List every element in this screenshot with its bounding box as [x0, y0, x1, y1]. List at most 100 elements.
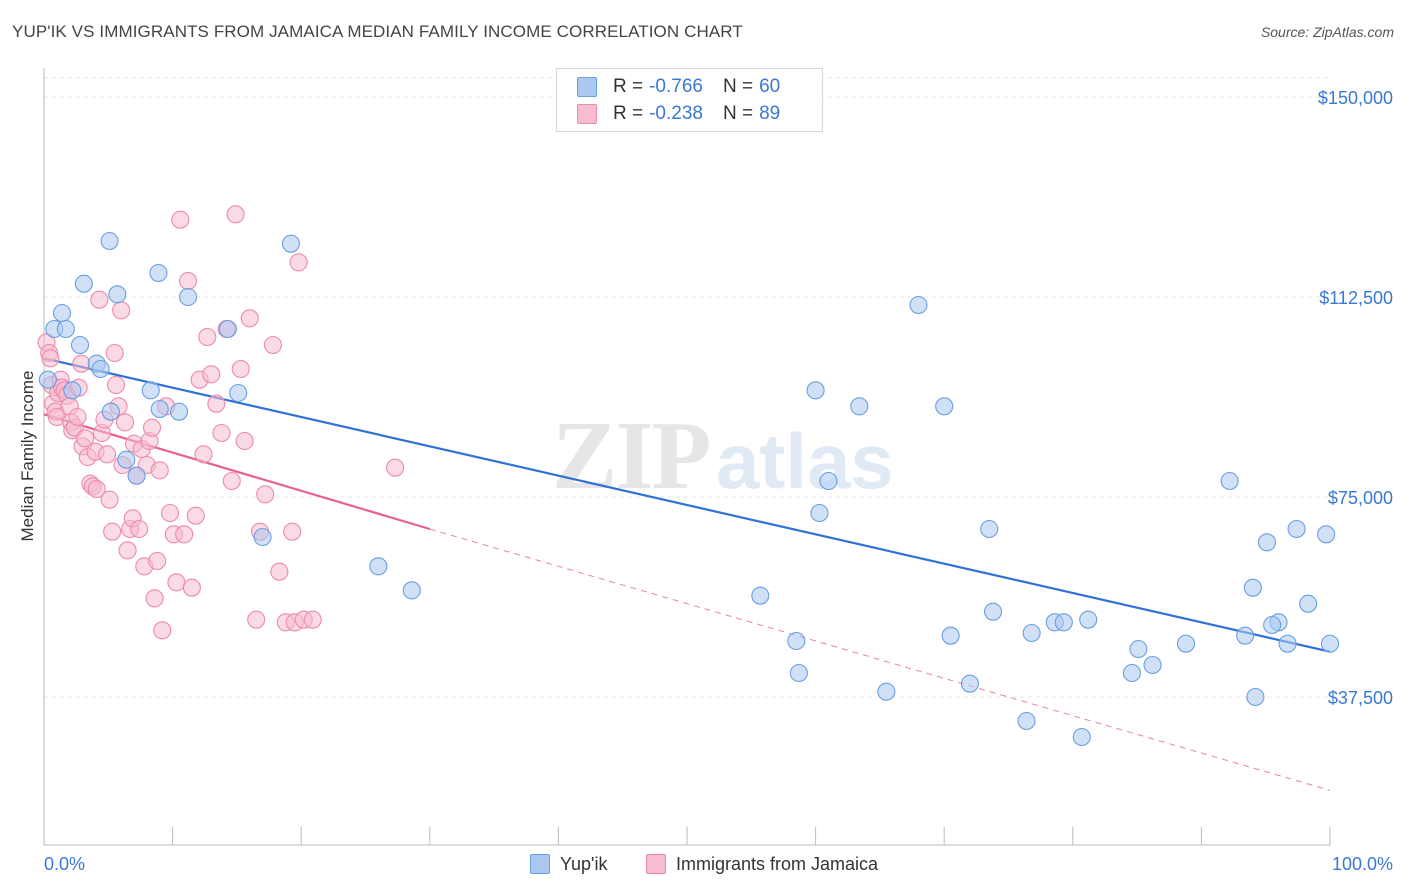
watermark-zip: ZIP	[552, 402, 710, 510]
yupik-point	[70, 335, 90, 355]
jamaica-point	[112, 301, 131, 320]
legend-n-label: N =	[722, 76, 754, 97]
yupik-point	[127, 466, 146, 485]
jamaica-point	[186, 506, 205, 525]
jamaica-point	[72, 354, 91, 373]
yupik-point	[63, 381, 82, 400]
jamaica-point	[106, 375, 126, 395]
legend-series-label: Immigrants from Jamaica	[676, 853, 879, 874]
legend-n-value: 60	[759, 76, 781, 97]
jamaica-point	[182, 578, 201, 597]
jamaica-point	[167, 573, 186, 592]
jamaica-point	[178, 271, 198, 291]
legend-swatch-pink	[577, 104, 597, 124]
tick-labels: $37,500 $75,000 $112,500 $150,000 0.0% 100.0%	[44, 88, 1393, 874]
yupik-point	[1320, 634, 1340, 653]
yupik-point	[1243, 578, 1262, 597]
jamaica-point	[76, 429, 95, 448]
y-tick-label: $75,000	[1328, 488, 1393, 508]
yupik-point	[1022, 623, 1041, 643]
jamaica-point	[148, 551, 167, 571]
yupik-point	[402, 581, 421, 600]
yupik-point	[1263, 615, 1282, 635]
jamaica-point	[130, 519, 149, 539]
jamaica-point	[303, 610, 322, 629]
yupik-point	[1143, 655, 1162, 675]
chart-source: Source: ZipAtlas.com	[1260, 24, 1394, 40]
legend-r-label: R =	[613, 76, 644, 97]
yupik-point	[149, 263, 168, 283]
jamaica-point	[87, 479, 106, 499]
yupik-point	[253, 527, 272, 547]
yupik-point	[1054, 613, 1073, 632]
legend-row-jamaica: R = -0.238 N = 89	[577, 102, 780, 126]
yupik-point	[980, 519, 999, 539]
yupik-point	[1072, 727, 1091, 747]
jamaica-point	[226, 205, 245, 224]
chart-title: YUP'IK VS IMMIGRANTS FROM JAMAICA MEDIAN…	[12, 22, 743, 41]
yupik-point	[984, 602, 1003, 621]
yupik-point	[1287, 519, 1306, 539]
jamaica-point	[90, 290, 109, 309]
jamaica-point	[160, 503, 180, 523]
yupik-point	[141, 381, 160, 400]
yupik-point	[108, 285, 127, 304]
jamaica-point	[270, 562, 289, 581]
yupik-point	[1317, 525, 1336, 544]
yupik-point	[281, 234, 300, 253]
yupik-point	[56, 319, 75, 339]
yupik-point	[218, 319, 237, 339]
yupik-point	[101, 402, 120, 421]
yupik-point	[1220, 471, 1239, 491]
yupik-point	[909, 295, 928, 315]
yupik-point	[1299, 594, 1318, 613]
jamaica-point	[240, 309, 259, 328]
legend-r-value: -0.766	[649, 76, 703, 97]
yupik-point	[819, 471, 838, 491]
jamaica-point	[198, 327, 217, 347]
jamaica-point	[103, 522, 122, 541]
stats-legend: R = -0.766 N = 60 R = -0.238 N = 89	[556, 68, 823, 132]
yupik-point	[1278, 634, 1297, 653]
yupik-point	[1129, 639, 1148, 659]
yupik-point	[150, 399, 169, 419]
legend-swatch-pink	[646, 854, 666, 874]
jamaica-point	[68, 407, 87, 427]
jamaica-point	[207, 394, 226, 413]
legend-n-label: N =	[722, 103, 754, 124]
legend-swatch-blue	[530, 854, 550, 874]
yupik-point	[850, 397, 869, 416]
y-tick-label: $112,500	[1319, 288, 1393, 308]
jamaica-point	[235, 431, 254, 451]
bottom-legend-jamaica: Immigrants from Jamaica	[646, 852, 878, 876]
jamaica-point	[171, 210, 190, 229]
axes	[43, 68, 1331, 846]
jamaica-point	[100, 490, 119, 509]
yupik-point	[229, 383, 248, 403]
jamaica-point	[105, 343, 124, 363]
x-tick-label: 100.0%	[1332, 854, 1393, 874]
yupik-point	[117, 450, 136, 469]
jamaica-point	[142, 418, 162, 437]
yupik-point	[960, 674, 979, 693]
jamaica-point	[289, 253, 308, 272]
legend-row-yupik: R = -0.766 N = 60	[577, 75, 780, 99]
yupik-point	[806, 381, 825, 400]
yupik-point	[91, 359, 110, 379]
yupik-point	[38, 370, 57, 389]
yupik-point	[877, 682, 896, 701]
jamaica-point	[118, 541, 137, 560]
jamaica-point	[283, 522, 302, 541]
bottom-legend-yupik: Yup'ik	[530, 852, 607, 876]
legend-r-label: R =	[613, 103, 644, 124]
jamaica-point	[150, 461, 169, 480]
jamaica-point	[256, 485, 275, 504]
watermark-atlas: atlas	[716, 417, 894, 505]
jamaica-point	[231, 359, 250, 379]
watermark: ZIP atlas	[552, 402, 894, 510]
yupik-point	[1017, 711, 1036, 731]
y-axis-label: Median Family Income	[18, 370, 37, 541]
jamaica-point	[222, 471, 241, 491]
jamaica-point	[386, 458, 405, 477]
jamaica-point	[202, 365, 221, 384]
